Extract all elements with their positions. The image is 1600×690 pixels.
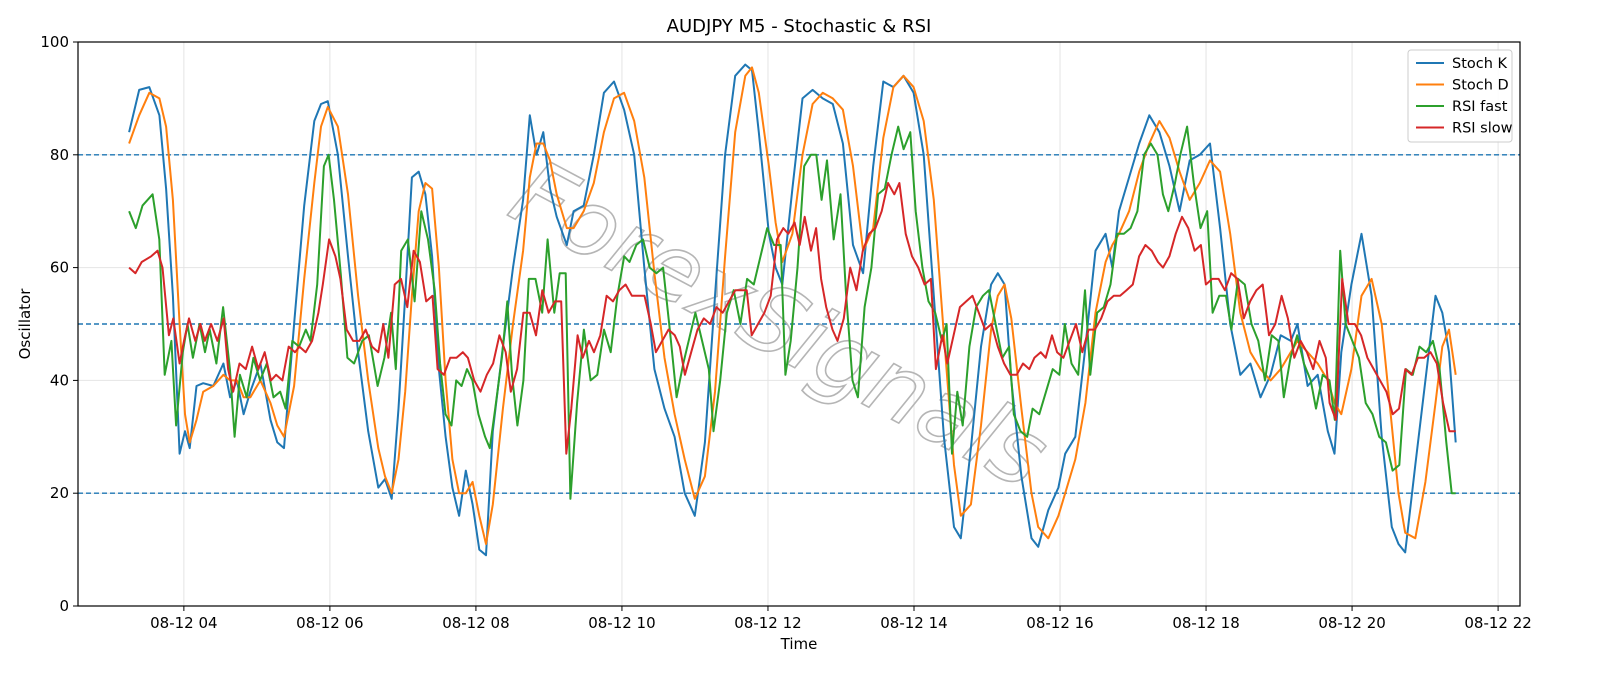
legend-box <box>1407 49 1513 143</box>
series-line-rsi-slow <box>128 182 1456 455</box>
x-tick-label: 08-12 04 <box>150 614 217 632</box>
x-tick-label: 08-12 06 <box>296 614 363 632</box>
y-tick-label: 60 <box>50 259 69 277</box>
legend: Stoch K Stoch D RSI fast RSI slow <box>1407 49 1513 143</box>
x-tick-label: 08-12 16 <box>1026 614 1093 632</box>
y-tick-label: 80 <box>50 146 69 164</box>
y-tick-label: 20 <box>50 484 69 502</box>
x-tick-label: 08-12 14 <box>880 614 947 632</box>
legend-label: RSI fast <box>1452 99 1508 115</box>
y-axis-label: Oscillator <box>16 288 34 360</box>
legend-label: Stoch K <box>1452 56 1508 72</box>
y-tick-label: 40 <box>50 371 69 389</box>
y-tick-label: 0 <box>59 597 69 615</box>
x-axis-label: Time <box>780 635 818 653</box>
x-tick-label: 08-12 20 <box>1318 614 1385 632</box>
y-tick-label: 100 <box>40 33 69 51</box>
x-axis-ticks: 08-12 04 08-12 06 08-12 08 08-12 10 08-12 12… <box>150 606 1532 632</box>
plot-frame <box>77 41 1521 607</box>
series-lines <box>128 63 1457 557</box>
x-tick-label: 08-12 18 <box>1172 614 1239 632</box>
x-tick-label: 08-12 22 <box>1464 614 1531 632</box>
x-tick-label: 08-12 08 <box>442 614 509 632</box>
x-tick-label: 08-12 12 <box>734 614 801 632</box>
x-tick-label: 08-12 10 <box>588 614 655 632</box>
legend-label: Stoch D <box>1452 78 1509 94</box>
legend-label: RSI slow <box>1452 121 1513 137</box>
y-axis-ticks: 0 20 40 60 80 100 <box>40 33 78 615</box>
series-line-rsi-fast <box>128 125 1456 500</box>
chart-title: AUDJPY M5 - Stochastic & RSI <box>667 16 932 37</box>
series-line-stoch-d <box>128 66 1457 545</box>
